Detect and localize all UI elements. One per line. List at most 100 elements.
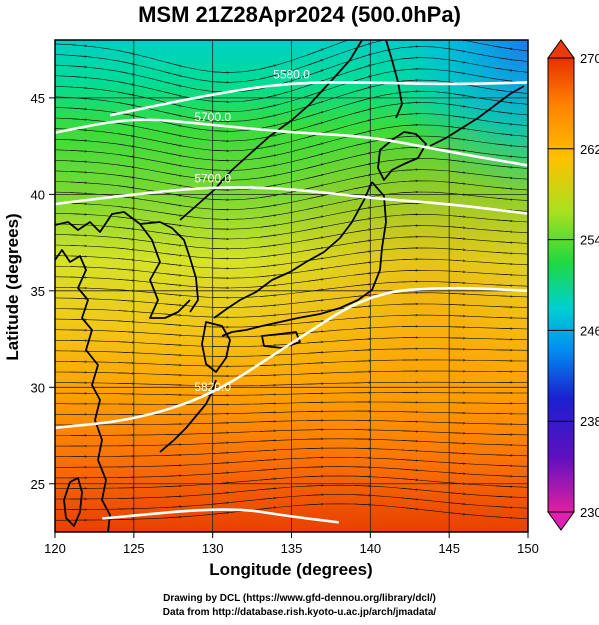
y-tick-label: 40 — [31, 187, 45, 202]
streamline-arrow — [402, 35, 418, 36]
streamline-arrow — [259, 440, 276, 441]
streamline-arrow — [401, 203, 418, 204]
streamline-arrow — [212, 72, 229, 73]
streamline-arrow — [212, 111, 229, 112]
contour-label: 5820.0 — [194, 380, 231, 394]
streamline-arrow — [354, 175, 371, 179]
colorbar-min-arrow — [547, 511, 575, 531]
streamline-arrow — [496, 486, 512, 487]
streamline-arrow — [118, 206, 134, 209]
streamline-arrow — [354, 87, 371, 92]
streamline-arrow — [118, 331, 134, 332]
streamline-arrow — [354, 131, 371, 136]
map-title: MSM 21Z28Apr2024 (500.0hPa) — [138, 2, 461, 27]
x-tick-label: 150 — [517, 541, 539, 556]
streamline-arrow — [307, 476, 323, 477]
credit-data: Data from http://database.rish.kyoto-u.a… — [162, 607, 437, 618]
x-axis-label: Longitude (degrees) — [209, 560, 372, 579]
streamline-arrow — [165, 293, 181, 295]
streamline-arrow — [165, 142, 181, 146]
credit-drawing: Drawing by DCL (https://www.gfd-dennou.o… — [163, 593, 436, 604]
streamline-arrow — [496, 241, 512, 243]
colorbar-tick-label: 254 — [580, 233, 599, 248]
streamline-arrow — [496, 517, 512, 518]
streamline-arrow — [449, 104, 465, 106]
streamline-arrow — [307, 185, 323, 190]
x-tick-label: 125 — [123, 541, 145, 556]
streamline-arrow — [449, 433, 465, 434]
streamline-arrow — [70, 171, 87, 172]
streamline-arrow — [165, 263, 181, 266]
streamline-arrow — [496, 176, 512, 179]
x-tick-label: 145 — [438, 541, 460, 556]
streamline-arrow — [118, 247, 134, 250]
streamline-arrow — [449, 472, 465, 474]
streamline-arrow — [401, 181, 418, 182]
streamline-arrow — [165, 465, 181, 466]
streamline-arrow — [165, 243, 181, 245]
streamline-arrow — [165, 517, 181, 518]
streamline-arrow — [259, 469, 276, 471]
streamline-arrow — [259, 155, 276, 159]
streamline-arrow — [259, 265, 276, 268]
y-tick-label: 35 — [31, 284, 45, 299]
streamline-arrow — [496, 57, 512, 59]
streamline-arrow — [212, 443, 229, 444]
streamline-arrow — [354, 65, 371, 71]
streamline-arrow — [165, 476, 181, 477]
streamline-arrow — [118, 154, 134, 157]
streamline-arrow — [307, 122, 323, 128]
streamline-arrow — [401, 478, 418, 480]
streamline-arrow — [165, 486, 181, 487]
streamline-arrow — [118, 91, 134, 95]
streamline-arrow — [118, 299, 134, 301]
streamline-arrow — [165, 212, 181, 215]
streamline-arrow — [212, 121, 229, 122]
streamline-arrow — [165, 283, 181, 286]
streamline-arrow — [496, 263, 512, 264]
streamline-arrow — [496, 67, 512, 70]
streamline-arrow — [354, 98, 371, 103]
streamline-arrow — [354, 142, 371, 146]
contour-line — [102, 508, 339, 524]
streamline-arrow — [401, 170, 418, 171]
streamline-arrow — [355, 33, 371, 38]
contour-line — [55, 186, 528, 215]
streamline-arrow — [118, 164, 134, 167]
contour-line — [109, 81, 528, 117]
streamline-arrow — [496, 143, 512, 146]
streamline-arrow — [449, 463, 465, 464]
streamline-arrow — [118, 363, 134, 364]
streamline-arrow — [307, 175, 323, 179]
streamline-arrow — [307, 467, 323, 468]
streamline-arrow — [496, 187, 512, 188]
streamline-arrow — [449, 271, 465, 272]
streamline-arrow — [307, 352, 323, 353]
streamline-arrow — [496, 285, 512, 286]
streamline-arrow — [70, 107, 87, 109]
streamline-arrow — [307, 485, 323, 486]
streamline-arrow — [118, 81, 134, 85]
colorbar: 270 262 254 246 238 230 — [547, 39, 599, 531]
streamline-arrow — [118, 133, 134, 137]
streamline-arrow — [70, 182, 87, 183]
streamline-arrow — [212, 493, 229, 495]
streamline-arrow — [496, 296, 512, 297]
streamline-arrow — [401, 147, 418, 148]
streamline-arrow — [449, 492, 465, 494]
streamline-arrow — [70, 44, 87, 46]
streamline-arrow — [307, 237, 323, 241]
streamline-arrow — [496, 455, 512, 456]
streamline-arrow — [449, 170, 465, 173]
streamline-arrow — [259, 255, 276, 258]
streamline-arrow — [212, 150, 229, 151]
streamline-arrow — [259, 65, 276, 70]
streamline-arrow — [307, 164, 323, 169]
streamline-arrow — [165, 162, 181, 166]
streamline-arrow — [354, 54, 371, 60]
streamline-arrow — [401, 237, 418, 238]
streamline-arrow — [118, 185, 134, 188]
streamline-arrow — [496, 252, 512, 253]
streamline-arrow — [401, 80, 418, 82]
streamline-arrow — [118, 175, 134, 177]
